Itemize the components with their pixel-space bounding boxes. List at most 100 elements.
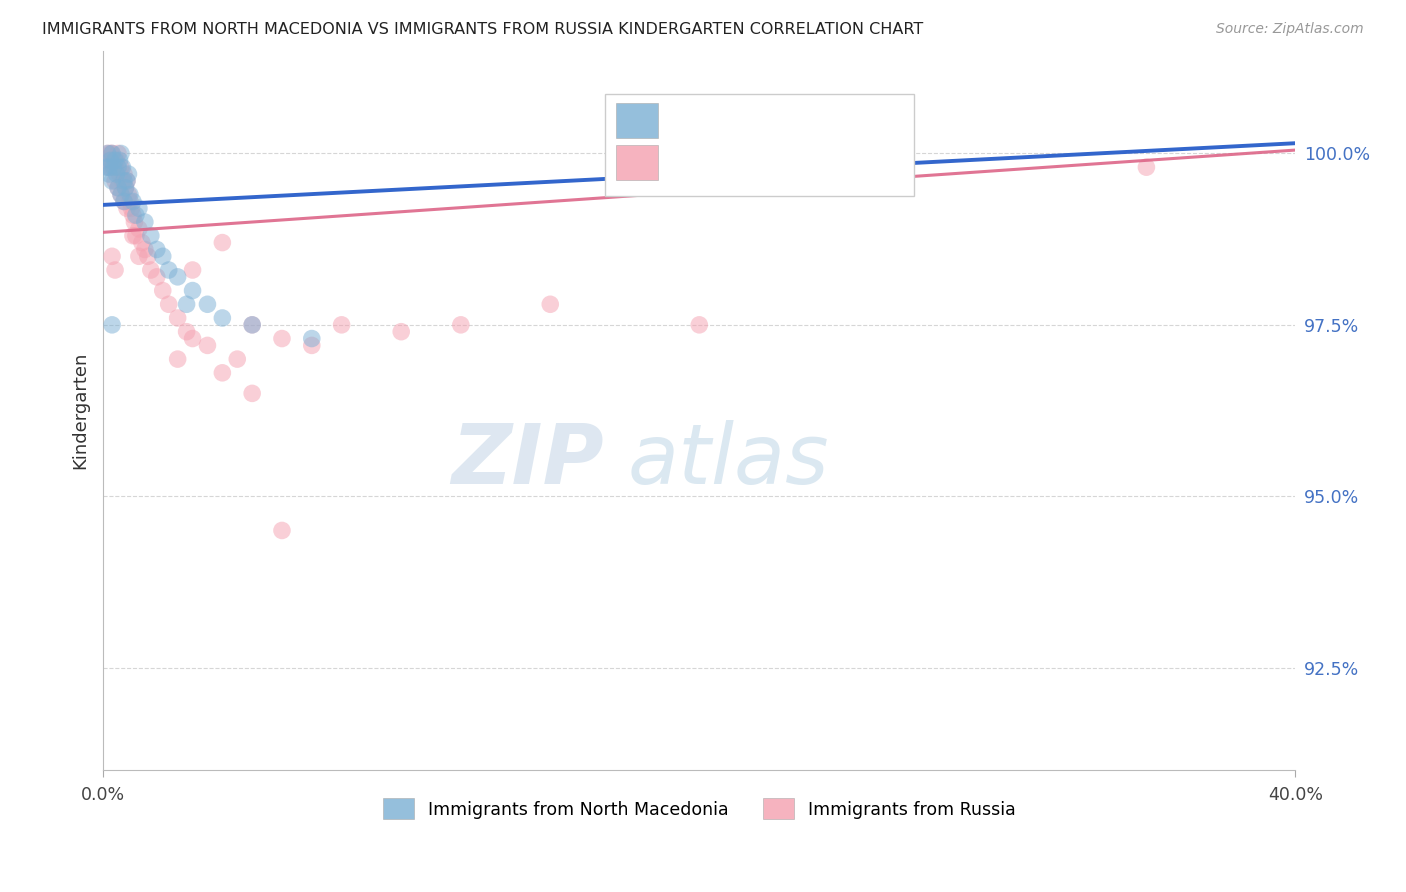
- Point: [146, 269, 169, 284]
- Point: [240, 318, 263, 332]
- Point: [103, 160, 125, 174]
- Point: [98, 160, 121, 174]
- Point: [108, 153, 131, 168]
- Point: [139, 263, 162, 277]
- Point: [104, 160, 127, 174]
- Point: [105, 153, 128, 168]
- Point: [120, 202, 142, 216]
- Point: [101, 318, 124, 332]
- Point: [117, 187, 139, 202]
- Point: [100, 146, 122, 161]
- Point: [197, 338, 219, 352]
- Point: [114, 180, 136, 194]
- Text: Source: ZipAtlas.com: Source: ZipAtlas.com: [1216, 22, 1364, 37]
- Point: [98, 160, 121, 174]
- Point: [197, 297, 219, 311]
- Point: [103, 153, 125, 168]
- Point: [112, 167, 135, 181]
- Point: [226, 352, 249, 367]
- Point: [538, 297, 561, 311]
- Point: [98, 167, 121, 181]
- Point: [101, 174, 124, 188]
- Point: [125, 228, 148, 243]
- Point: [115, 202, 138, 216]
- Point: [107, 146, 129, 161]
- Point: [1135, 160, 1157, 174]
- Point: [94, 160, 117, 174]
- Point: [105, 167, 128, 181]
- Point: [110, 187, 132, 202]
- Point: [115, 174, 138, 188]
- Point: [301, 332, 323, 346]
- Point: [101, 160, 124, 174]
- Point: [240, 386, 263, 401]
- Point: [139, 228, 162, 243]
- Text: ZIP: ZIP: [451, 420, 605, 501]
- Point: [110, 187, 132, 202]
- Point: [152, 249, 174, 263]
- Point: [122, 194, 145, 209]
- Point: [112, 194, 135, 209]
- Point: [111, 160, 134, 174]
- Point: [136, 249, 159, 263]
- Point: [450, 318, 472, 332]
- Point: [125, 208, 148, 222]
- Point: [128, 249, 150, 263]
- Point: [181, 263, 204, 277]
- Point: [240, 318, 263, 332]
- Point: [101, 146, 124, 161]
- Point: [128, 202, 150, 216]
- Point: [166, 269, 188, 284]
- Point: [94, 153, 117, 168]
- Point: [271, 524, 294, 538]
- Point: [111, 174, 134, 188]
- Point: [389, 325, 412, 339]
- Point: [157, 297, 180, 311]
- Point: [134, 215, 156, 229]
- Point: [211, 235, 233, 250]
- Text: R =  0.219   N = 38: R = 0.219 N = 38: [668, 98, 844, 116]
- Point: [271, 332, 294, 346]
- Point: [157, 263, 180, 277]
- Point: [152, 284, 174, 298]
- Point: [104, 263, 127, 277]
- Point: [104, 153, 127, 168]
- Point: [110, 160, 132, 174]
- Point: [211, 310, 233, 325]
- Point: [117, 167, 139, 181]
- Point: [330, 318, 353, 332]
- Point: [688, 318, 710, 332]
- Text: atlas: atlas: [627, 420, 830, 501]
- Point: [107, 180, 129, 194]
- Point: [101, 249, 124, 263]
- Point: [166, 352, 188, 367]
- Point: [104, 174, 127, 188]
- Point: [122, 228, 145, 243]
- Point: [97, 146, 120, 161]
- Point: [131, 235, 153, 250]
- Point: [181, 284, 204, 298]
- Y-axis label: Kindergarten: Kindergarten: [72, 351, 89, 469]
- Point: [114, 180, 136, 194]
- Point: [301, 338, 323, 352]
- Point: [97, 146, 120, 161]
- Point: [118, 187, 141, 202]
- Point: [146, 243, 169, 257]
- Point: [166, 310, 188, 325]
- Text: R =  0.487   N = 59: R = 0.487 N = 59: [668, 138, 844, 156]
- Point: [134, 243, 156, 257]
- Point: [107, 160, 129, 174]
- Point: [115, 174, 138, 188]
- Point: [122, 208, 145, 222]
- Point: [124, 215, 146, 229]
- Point: [118, 194, 141, 209]
- Point: [110, 146, 132, 161]
- Point: [176, 297, 198, 311]
- Point: [108, 167, 131, 181]
- Point: [211, 366, 233, 380]
- Point: [176, 325, 198, 339]
- Point: [128, 222, 150, 236]
- Legend: Immigrants from North Macedonia, Immigrants from Russia: Immigrants from North Macedonia, Immigra…: [375, 791, 1024, 826]
- Point: [181, 332, 204, 346]
- Text: IMMIGRANTS FROM NORTH MACEDONIA VS IMMIGRANTS FROM RUSSIA KINDERGARTEN CORRELATI: IMMIGRANTS FROM NORTH MACEDONIA VS IMMIG…: [42, 22, 924, 37]
